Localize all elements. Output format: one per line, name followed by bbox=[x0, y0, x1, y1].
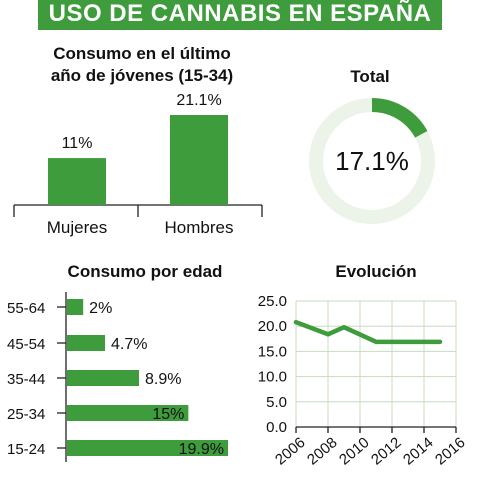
trend-x-tick-label: 2012 bbox=[368, 434, 404, 468]
age-chart-title: Consumo por edad bbox=[68, 262, 223, 281]
age-data-label: 8.9% bbox=[145, 371, 181, 388]
trend-series-line bbox=[293, 319, 443, 345]
trend-chart-title: Evolución bbox=[335, 262, 416, 281]
gender-category-label: Hombres bbox=[165, 218, 234, 237]
trend-y-tick-label: 15.0 bbox=[258, 343, 287, 360]
gender-bar bbox=[170, 115, 228, 205]
age-category-label: 35-44 bbox=[7, 371, 45, 388]
age-bar bbox=[67, 440, 228, 456]
age-bar bbox=[67, 370, 140, 386]
age-category-label: 45-54 bbox=[7, 336, 45, 353]
gender-chart-title: Consumo en el último bbox=[53, 44, 231, 63]
gender-category-label: Mujeres bbox=[47, 218, 107, 237]
trend-y-tick-label: 10.0 bbox=[258, 369, 287, 386]
trend-y-tick-label: 20.0 bbox=[258, 318, 287, 335]
trend-x-tick-label: 2010 bbox=[336, 434, 372, 468]
age-category-label: 25-34 bbox=[7, 406, 45, 423]
page-title: USO DE CANNABIS EN ESPAÑA bbox=[38, 0, 442, 30]
age-data-label: 15% bbox=[152, 406, 184, 423]
gender-chart-title: año de jóvenes (15-34) bbox=[51, 66, 233, 85]
age-category-label: 55-64 bbox=[7, 300, 45, 317]
gender-data-label: 11% bbox=[62, 135, 93, 152]
total-chart-title: Total bbox=[350, 67, 389, 86]
age-data-label: 4.7% bbox=[111, 336, 147, 353]
age-category-label: 15-24 bbox=[7, 441, 45, 458]
trend-y-tick-label: 5.0 bbox=[266, 394, 287, 411]
age-bar bbox=[67, 335, 106, 351]
age-data-label: 19.9% bbox=[179, 441, 224, 458]
total-center-label: 17.1% bbox=[335, 146, 409, 176]
gender-bar bbox=[48, 158, 106, 205]
trend-x-tick-label: 2006 bbox=[272, 434, 308, 468]
age-bar bbox=[67, 405, 189, 421]
trend-y-tick-label: 0.0 bbox=[266, 419, 287, 436]
gender-data-label: 21.1% bbox=[176, 92, 221, 109]
trend-x-tick-label: 2008 bbox=[304, 434, 340, 468]
trend-x-tick-label: 2016 bbox=[432, 434, 468, 468]
age-bar bbox=[67, 299, 84, 315]
trend-x-tick-label: 2014 bbox=[400, 434, 436, 468]
age-data-label: 2% bbox=[89, 300, 112, 317]
total-slice bbox=[371, 98, 428, 138]
trend-y-tick-label: 25.0 bbox=[258, 293, 287, 310]
